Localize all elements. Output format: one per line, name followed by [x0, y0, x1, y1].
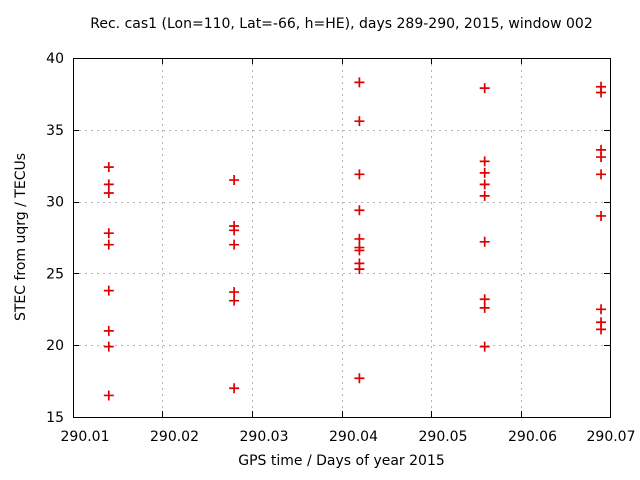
data-point [479, 156, 490, 167]
y-tick-label: 20 [46, 338, 64, 354]
data-point [479, 167, 490, 178]
y-tick-label: 15 [46, 410, 64, 426]
x-tick-label: 290.05 [419, 429, 468, 445]
data-point [229, 295, 240, 306]
data-point [479, 83, 490, 94]
x-tick-label: 290.02 [150, 429, 199, 445]
data-point [596, 210, 607, 221]
y-tick-label: 25 [46, 266, 64, 282]
data-point [354, 264, 365, 275]
data-point [354, 77, 365, 88]
data-point [479, 179, 490, 190]
y-tick-label: 35 [46, 123, 64, 139]
data-point [229, 175, 240, 186]
data-point [103, 390, 114, 401]
x-tick-label: 290.07 [587, 429, 636, 445]
y-tick-label: 30 [46, 195, 64, 211]
data-point [103, 341, 114, 352]
chart-title: Rec. cas1 (Lon=110, Lat=-66, h=HE), days… [90, 16, 593, 32]
data-point [103, 179, 114, 190]
data-point [229, 239, 240, 250]
y-tick-label: 40 [46, 51, 64, 67]
data-point [354, 205, 365, 216]
data-point [596, 324, 607, 335]
data-point [103, 239, 114, 250]
x-tick-label: 290.04 [329, 429, 378, 445]
x-tick-label: 290.06 [508, 429, 557, 445]
data-point [479, 302, 490, 313]
data-point [479, 190, 490, 201]
data-point [479, 236, 490, 247]
data-point [229, 287, 240, 298]
data-point [354, 233, 365, 244]
data-point [229, 383, 240, 394]
data-point [596, 152, 607, 163]
data-point [596, 169, 607, 180]
data-point [103, 285, 114, 296]
x-axis-label: GPS time / Days of year 2015 [238, 453, 445, 469]
data-point [103, 228, 114, 239]
data-point [479, 341, 490, 352]
data-point [229, 225, 240, 236]
data-point [354, 116, 365, 127]
data-point [354, 169, 365, 180]
data-point [596, 304, 607, 315]
data-point [596, 87, 607, 98]
x-tick-label: 290.01 [61, 429, 110, 445]
data-point [354, 245, 365, 256]
data-point [103, 162, 114, 173]
data-point [103, 187, 114, 198]
data-point [479, 294, 490, 305]
data-point [103, 325, 114, 336]
x-tick-label: 290.03 [240, 429, 289, 445]
data-point [354, 373, 365, 384]
